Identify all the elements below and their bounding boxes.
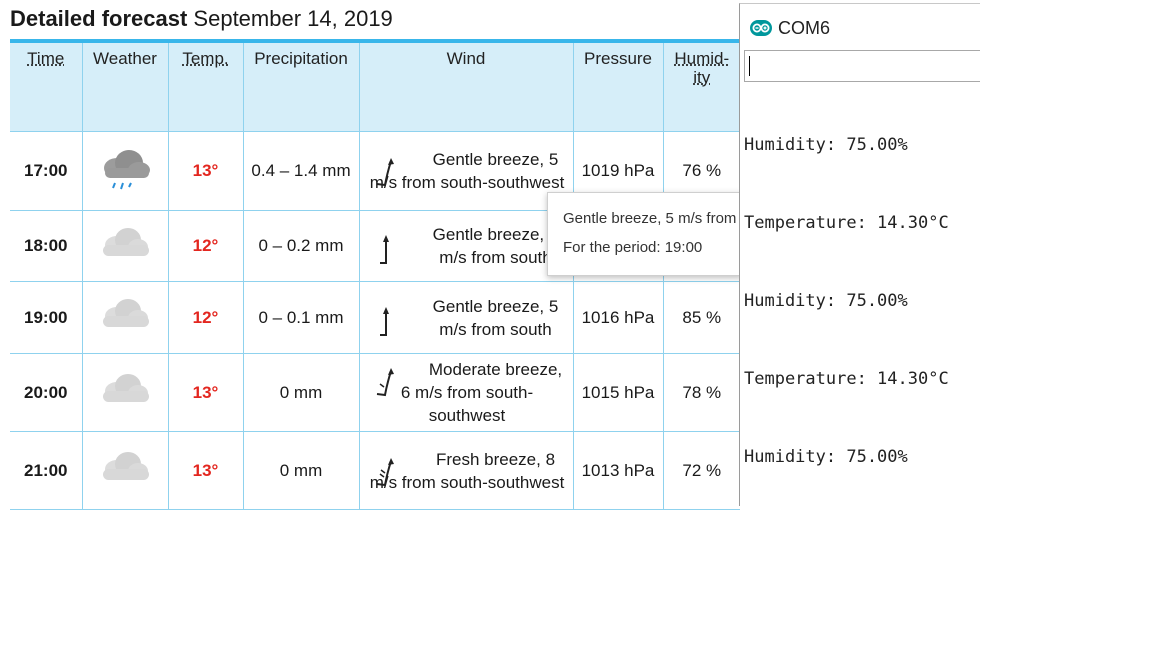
cloud-icon [103, 299, 149, 327]
row-precip: 0.4 – 1.4 mm [242, 131, 359, 211]
table-row: 19:00 12° 0 – 0.1 mm Gentle breeze, 5 [10, 281, 740, 354]
serial-monitor-title: COM6 [778, 17, 831, 38]
row-wind[interactable]: Gentle breeze, 5 m/s from south-southwes… [358, 131, 573, 211]
header-humidity: Humid- ity [662, 43, 740, 132]
tooltip-line-wind: Gentle breeze, 5 m/s from [563, 210, 737, 227]
forecast-table: Time Weather Temp. Precipitation Wind Pr… [10, 43, 740, 510]
forecast-title-date: September 14, 2019 [193, 6, 393, 31]
header-temp: Temp. [167, 43, 243, 132]
row-humidity: 72 % [662, 431, 740, 510]
row-wind[interactable]: Gentle breeze, 5 m/s from south [358, 210, 573, 282]
serial-monitor-window: COM6 Humidity: 75.00% Temperature: 14.30… [739, 3, 980, 506]
wind-arrow-icon [376, 457, 394, 486]
row-temp: 12° [167, 281, 243, 354]
row-humidity: 78 % [662, 353, 740, 432]
serial-line: Humidity: 75.00% [744, 447, 908, 467]
row-precip: 0 – 0.2 mm [242, 210, 359, 282]
wind-arrow-icon [376, 158, 394, 187]
serial-monitor-titlebar[interactable]: COM6 [750, 16, 830, 40]
row-weather [81, 431, 168, 510]
text-caret [749, 56, 750, 76]
header-pressure: Pressure [572, 43, 663, 132]
row-temp: 13° [167, 353, 243, 432]
cloud-icon [103, 374, 149, 402]
row-weather [81, 131, 168, 211]
forecast-title: Detailed forecast September 14, 2019 [10, 6, 393, 32]
header-precipitation: Precipitation [242, 43, 359, 132]
wind-arrow-icon [376, 368, 394, 397]
header-wind: Wind [358, 43, 573, 132]
row-precip: 0 mm [242, 353, 359, 432]
row-wind[interactable]: Gentle breeze, 5 m/s from south [358, 281, 573, 354]
row-wind-text: Gentle breeze, 5 m/s from south-southwes… [369, 150, 565, 192]
row-wind-text: Gentle breeze, 5 m/s from south [432, 296, 559, 339]
cloud-rain-icon [104, 149, 150, 189]
tooltip-line-period: For the period: 19:00 [563, 239, 703, 256]
wind-arrow-icon [379, 235, 389, 264]
row-weather [81, 210, 168, 282]
serial-output[interactable]: Humidity: 75.00% Temperature: 14.30°C Hu… [744, 80, 980, 506]
row-pressure: 1015 hPa [572, 353, 663, 432]
row-temp: 13° [167, 131, 243, 211]
serial-line: Temperature: 14.30°C [744, 213, 949, 233]
serial-line: Temperature: 14.30°C [744, 369, 949, 389]
row-precip: 0 – 0.1 mm [242, 281, 359, 354]
row-wind-text: Gentle breeze, 5 m/s from south [432, 225, 559, 267]
row-weather [81, 281, 168, 354]
row-pressure: 1016 hPa [572, 281, 663, 354]
wind-arrow-icon [379, 306, 389, 336]
row-wind[interactable]: Moderate breeze, 6 m/s from south-southw… [358, 353, 573, 432]
row-temp: 13° [167, 431, 243, 510]
table-row: 20:00 13° 0 mm Moderate b [10, 353, 740, 432]
row-time: 17:00 [10, 131, 82, 211]
table-row: 21:00 13° 0 mm [10, 431, 740, 510]
row-wind[interactable]: Fresh breeze, 8 m/s from south-southwest [358, 431, 573, 510]
forecast-header-row: Time Weather Temp. Precipitation Wind Pr… [10, 43, 740, 132]
row-wind-text: Moderate breeze, 6 m/s from south-southw… [400, 360, 563, 425]
row-precip: 0 mm [242, 431, 359, 510]
row-weather [81, 353, 168, 432]
row-time: 21:00 [10, 431, 82, 510]
header-weather: Weather [81, 43, 168, 132]
cloud-icon [103, 452, 149, 480]
row-wind-text: Fresh breeze, 8 m/s from south-southwest [369, 449, 565, 492]
serial-input-field[interactable] [744, 50, 980, 82]
row-time: 18:00 [10, 210, 82, 282]
cloud-icon [103, 227, 149, 256]
serial-line: Humidity: 75.00% [744, 135, 908, 155]
row-pressure: 1013 hPa [572, 431, 663, 510]
header-time: Time [10, 43, 82, 132]
row-temp: 12° [167, 210, 243, 282]
wind-tooltip: Gentle breeze, 5 m/s from For the period… [547, 192, 742, 276]
row-humidity: 85 % [662, 281, 740, 354]
header-accent-line [10, 39, 740, 43]
serial-line: Humidity: 75.00% [744, 291, 908, 311]
row-time: 20:00 [10, 353, 82, 432]
row-time: 19:00 [10, 281, 82, 354]
arduino-icon [750, 20, 772, 36]
forecast-title-strong: Detailed forecast [10, 6, 188, 31]
